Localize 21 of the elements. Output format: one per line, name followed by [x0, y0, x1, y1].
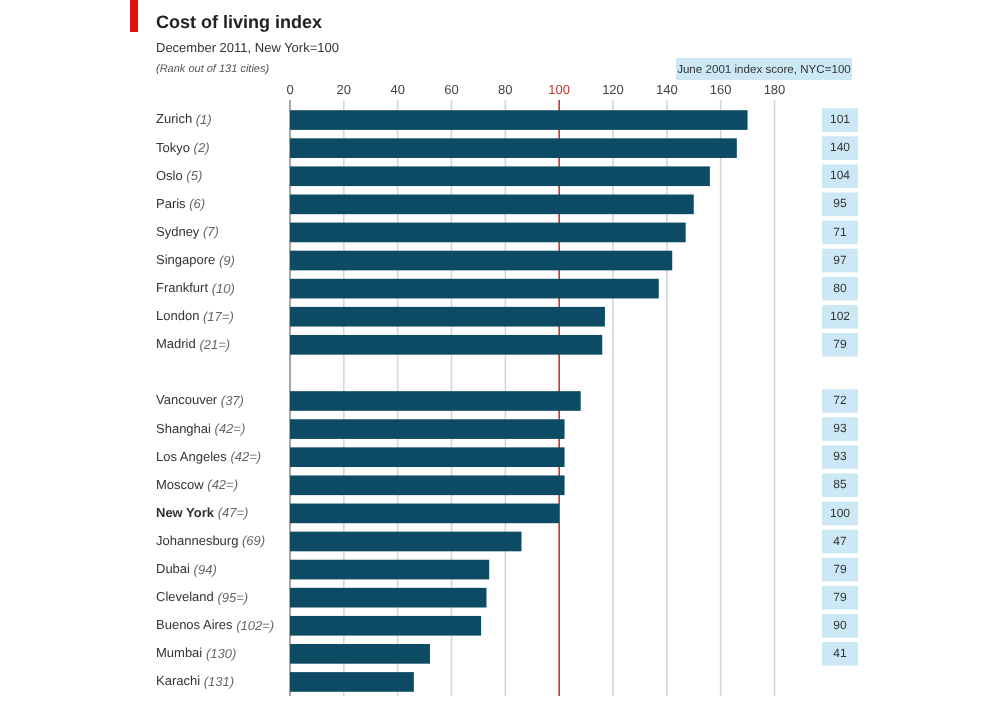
bar	[290, 250, 673, 271]
bar	[290, 138, 737, 158]
bar	[290, 334, 603, 355]
bar	[290, 503, 560, 524]
bar	[290, 110, 748, 130]
bar	[290, 587, 487, 608]
bar	[290, 475, 565, 496]
bar	[290, 222, 686, 243]
bar	[290, 166, 710, 187]
bar	[290, 615, 482, 636]
bar	[290, 644, 430, 664]
bar	[290, 559, 490, 580]
bar	[290, 194, 694, 215]
chart-title: Cost of living index	[156, 12, 323, 32]
bar	[290, 672, 414, 692]
bar	[290, 419, 565, 439]
bar	[290, 531, 522, 552]
bar	[290, 447, 565, 468]
bar	[290, 391, 581, 411]
bar	[290, 278, 659, 299]
bar	[290, 306, 605, 327]
